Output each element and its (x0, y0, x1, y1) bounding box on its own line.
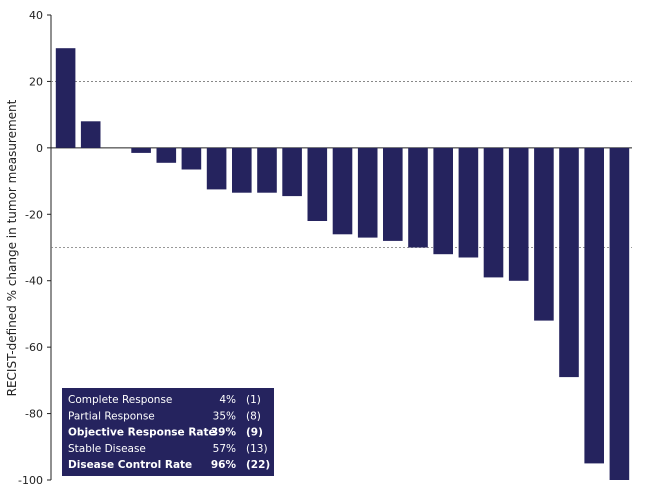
summary-label: Objective Response Rate (68, 427, 216, 439)
summary-count: (13) (246, 443, 268, 455)
summary-row: Partial Response 35% (8) (68, 410, 261, 422)
bar (232, 147, 252, 193)
bar (156, 147, 177, 163)
bar (483, 147, 504, 278)
bar (458, 147, 479, 258)
bar (55, 48, 76, 148)
summary-table: Complete Response 4% (1) Partial Response 35… (62, 388, 274, 476)
bar (332, 147, 353, 235)
y-tick-label: -80 (25, 408, 43, 421)
bar (584, 147, 604, 464)
y-tick-label: -100 (18, 474, 43, 487)
summary-count: (1) (246, 394, 261, 406)
summary-row: Complete Response 4% (1) (68, 394, 261, 406)
y-tick-label: -40 (25, 275, 43, 288)
bars (55, 48, 630, 480)
y-ticks: 40 20 0 -20 -40 -60 -80 -100 (18, 9, 51, 487)
bar (282, 147, 302, 197)
summary-percent: 35% (213, 410, 236, 422)
summary-label: Partial Response (68, 410, 155, 422)
summary-percent: 57% (213, 443, 236, 455)
bar (408, 147, 428, 248)
bar (508, 147, 529, 281)
bar (609, 147, 630, 480)
bar (383, 147, 403, 241)
bar (131, 147, 151, 153)
summary-count: (22) (246, 459, 270, 471)
summary-row: Disease Control Rate 96% (22) (68, 459, 270, 471)
bar (534, 147, 554, 321)
summary-row: Stable Disease 57% (13) (68, 443, 268, 455)
y-axis-label: RECIST-defined % change in tumor measure… (5, 99, 19, 396)
bar (433, 147, 453, 255)
y-tick-label: -20 (25, 208, 43, 221)
summary-percent: 96% (211, 459, 237, 471)
summary-count: (8) (246, 410, 261, 422)
bar (206, 147, 227, 190)
summary-percent: 39% (211, 427, 237, 439)
bar (307, 147, 328, 221)
y-tick-label: 20 (29, 75, 43, 88)
bar (181, 147, 202, 170)
bar (357, 147, 378, 238)
summary-count: (9) (246, 427, 263, 439)
y-tick-label: -60 (25, 341, 43, 354)
y-tick-label: 40 (29, 9, 43, 22)
bar (559, 147, 579, 378)
summary-percent: 4% (219, 394, 236, 406)
summary-box (62, 388, 274, 476)
y-tick-label: 0 (36, 142, 43, 155)
bar (80, 121, 101, 148)
bar (257, 147, 277, 193)
summary-label: Complete Response (68, 394, 172, 406)
summary-label: Stable Disease (68, 443, 146, 455)
summary-label: Disease Control Rate (68, 459, 192, 471)
